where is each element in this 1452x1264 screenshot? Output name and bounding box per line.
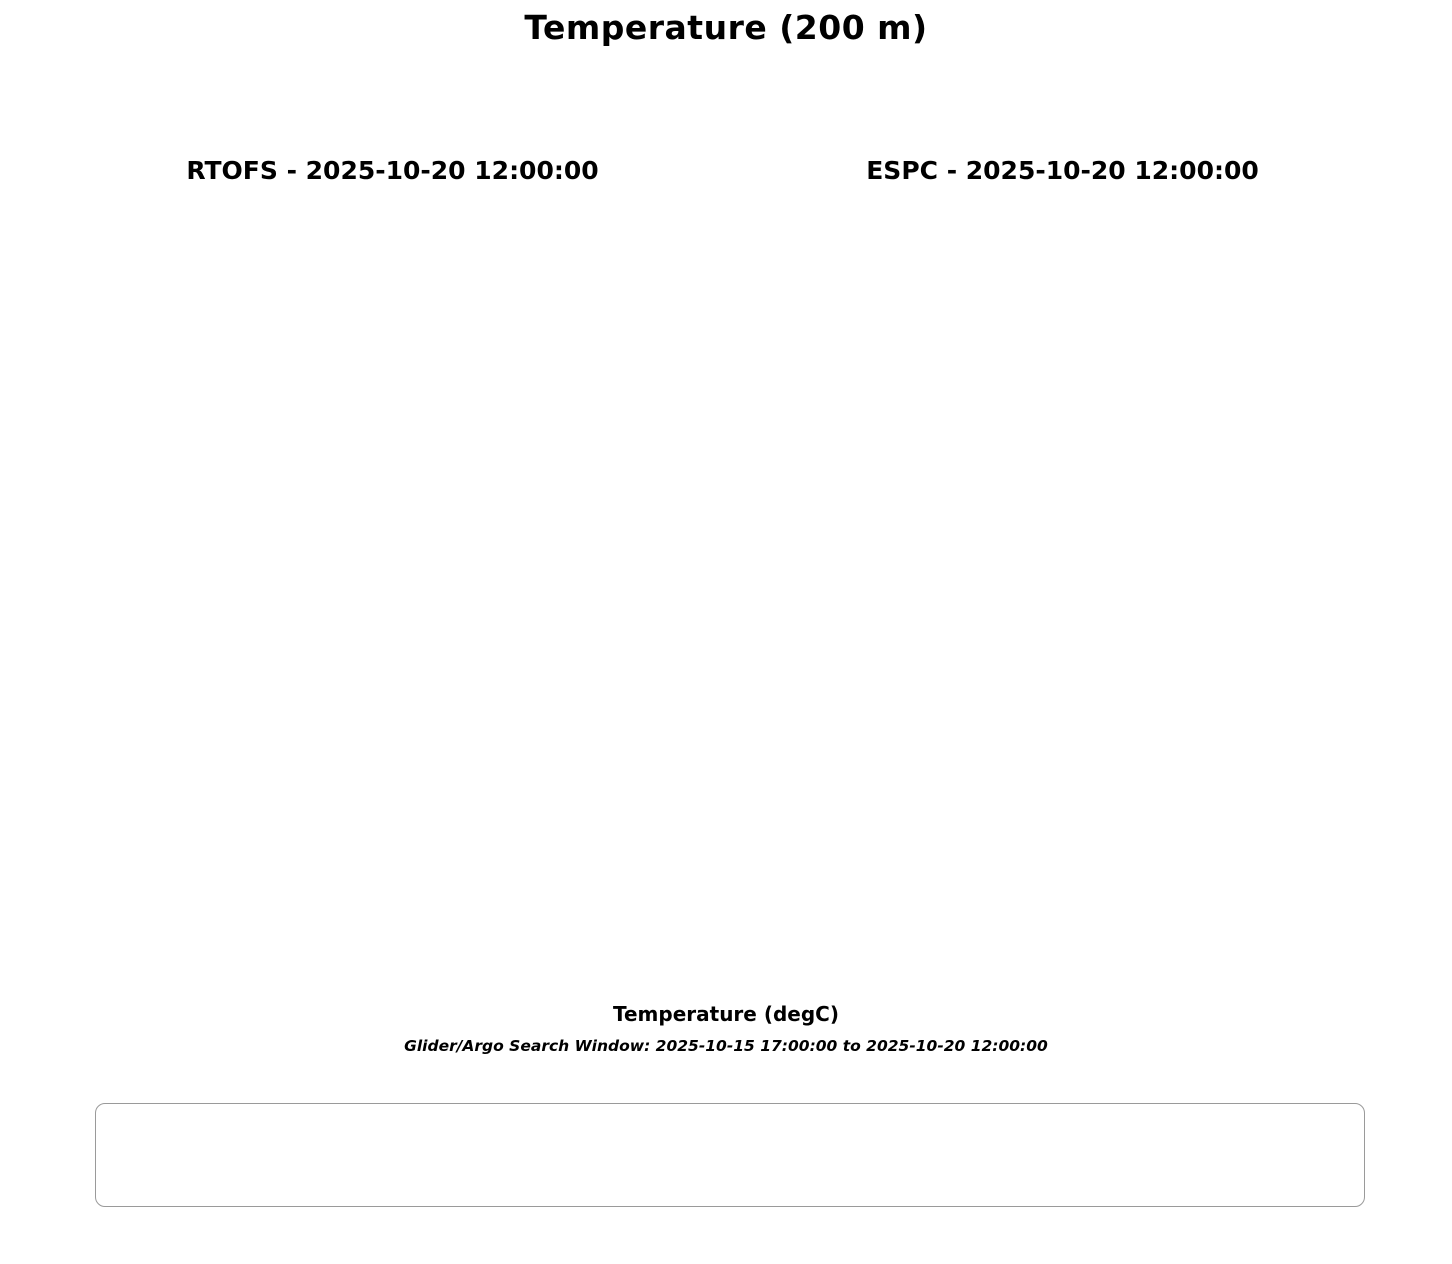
- colorbar-label: Temperature (degC): [613, 1002, 839, 1026]
- map-panel-espc: [755, 186, 1370, 875]
- legend: [95, 1103, 1365, 1207]
- panel-title-rtofs: RTOFS - 2025-10-20 12:00:00: [186, 156, 599, 185]
- panel-title-espc: ESPC - 2025-10-20 12:00:00: [866, 156, 1259, 185]
- colorbar: [118, 944, 1342, 978]
- figure-title: Temperature (200 m): [524, 8, 928, 47]
- search-window-note: Glider/Argo Search Window: 2025-10-15 17…: [404, 1037, 1048, 1055]
- map-panel-rtofs: [85, 186, 700, 875]
